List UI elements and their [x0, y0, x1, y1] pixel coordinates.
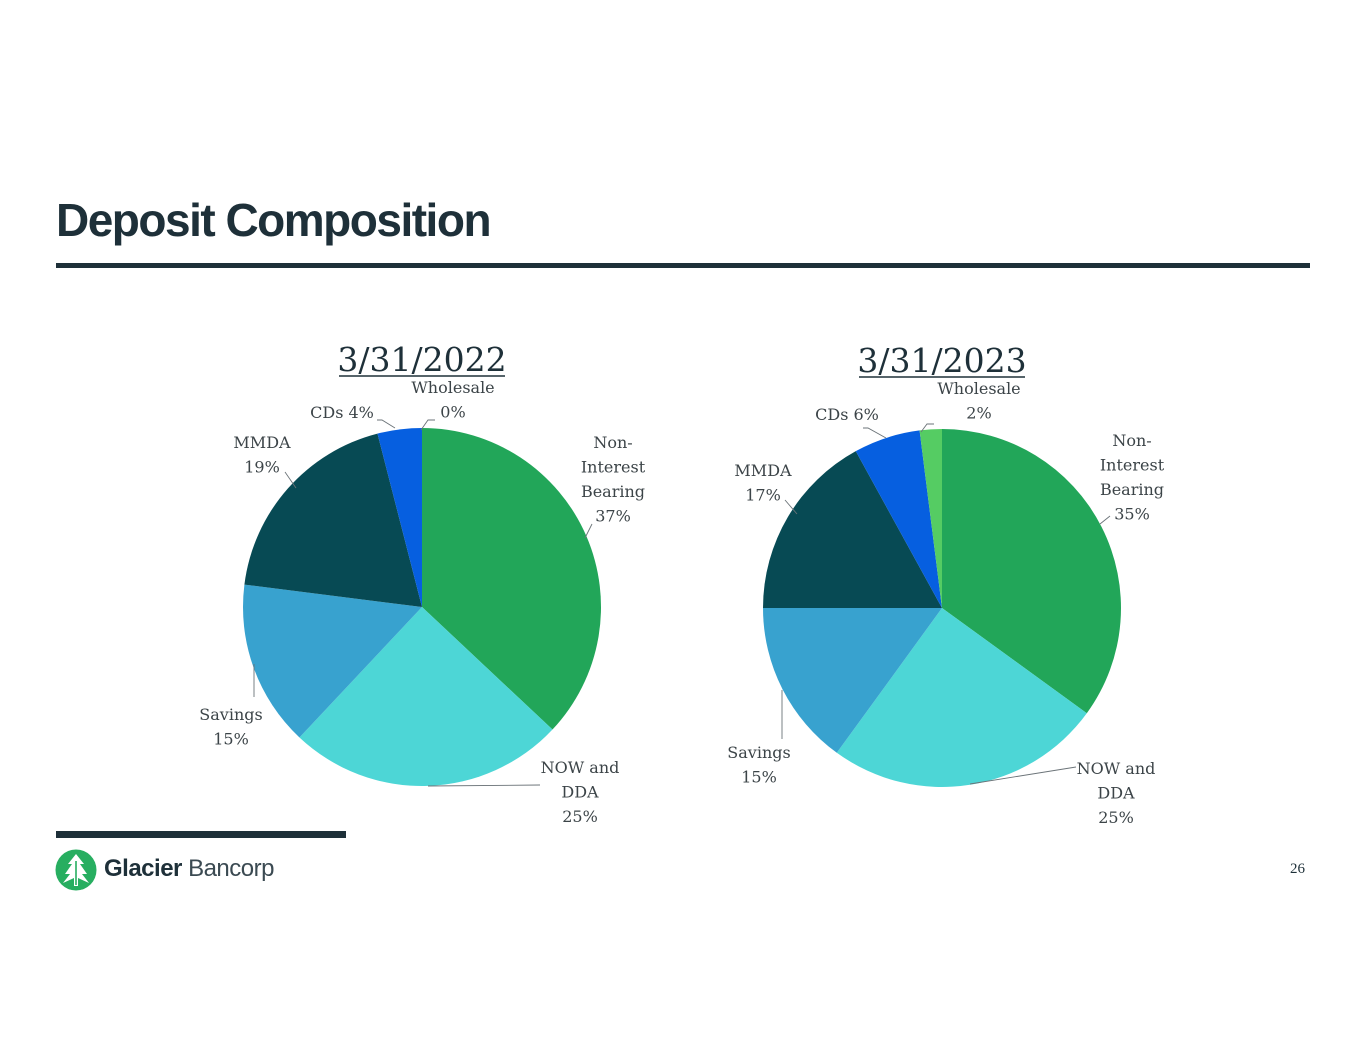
- slice-label-cds: CDs 6%: [815, 405, 879, 424]
- pie-slice-now-and-dda: [836, 608, 1087, 787]
- pie-slice-now-and-dda: [299, 607, 553, 787]
- footer-divider: [56, 831, 346, 838]
- glacier-logo-icon: [55, 849, 97, 891]
- slice-label-mmda: MMDA 19%: [233, 433, 291, 477]
- slice-label-wholesale: Wholesale 0%: [411, 378, 494, 422]
- leader-line: [1099, 515, 1111, 525]
- slide-title: Deposit Composition: [56, 194, 492, 246]
- pie-slice-cds: [855, 430, 942, 608]
- slice-label-now-and-dda: NOW and DDA 25%: [541, 758, 620, 826]
- pie-slice-cds: [377, 428, 422, 607]
- brand-name-light: Bancorp: [188, 855, 274, 882]
- chart-title: 3/31/2022: [337, 340, 506, 379]
- slice-label-now-and-dda: NOW and DDA 25%: [1077, 759, 1156, 827]
- leader-line: [784, 499, 798, 515]
- slice-label-cds: CDs 4%: [310, 403, 374, 422]
- slice-label-mmda: MMDA 17%: [734, 461, 792, 505]
- leader-line: [969, 766, 1077, 785]
- pie-slice-mmda: [244, 433, 422, 607]
- leader-line: [920, 423, 934, 433]
- leader-line: [427, 784, 541, 787]
- pie-chart-1: 3/31/2022 Non-Interest Bearing 37% NOW and DD…: [199, 340, 645, 826]
- leader-line: [420, 419, 435, 431]
- brand-name: Glacier Bancorp: [104, 855, 274, 883]
- brand-name-bold: Glacier: [104, 855, 182, 882]
- leader-line: [284, 471, 297, 489]
- slice-label-non-interest-bearing: Non-Interest Bearing 35%: [1100, 431, 1165, 524]
- pie-chart-2: 3/31/2023 Non-Interest Bearing 35% NOW and DD…: [727, 341, 1164, 827]
- page-number: 26: [1290, 861, 1305, 877]
- title-divider: [56, 263, 1310, 268]
- pie-slice-non-interest-bearing: [942, 429, 1121, 714]
- slice-label-savings: Savings 15%: [199, 705, 262, 749]
- pie-slice-mmda: [763, 451, 942, 608]
- slice-label-non-interest-bearing: Non-Interest Bearing 37%: [581, 433, 646, 526]
- leader-line: [863, 427, 887, 439]
- pie-slice-savings: [242, 584, 422, 738]
- pie-slice-wholesale: [919, 429, 942, 608]
- slice-label-savings: Savings 15%: [727, 743, 790, 787]
- pie-slice-savings: [763, 608, 942, 753]
- chart-title: 3/31/2023: [857, 341, 1026, 380]
- leader-line: [377, 419, 396, 429]
- slice-label-wholesale: Wholesale 2%: [937, 379, 1020, 423]
- leader-line: [584, 523, 593, 539]
- pie-slice-non-interest-bearing: [422, 428, 602, 730]
